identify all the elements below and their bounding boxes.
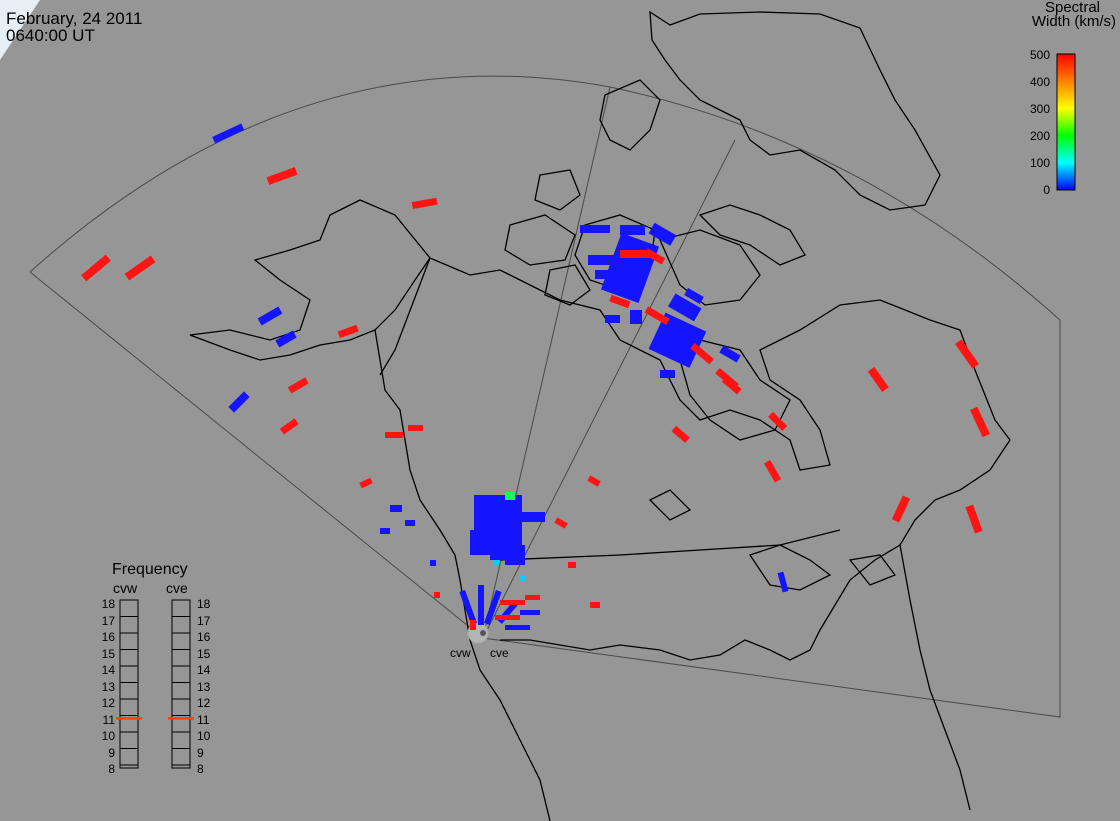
frequency-scale-label: 9 bbox=[108, 745, 115, 760]
colorbar-tick-label: 0 bbox=[1043, 183, 1050, 197]
frequency-scale-label: 13 bbox=[197, 679, 211, 694]
site-label-cve: cve bbox=[490, 646, 509, 660]
frequency-scale-label: 15 bbox=[197, 646, 211, 661]
frequency-scale-label: 11 bbox=[102, 712, 115, 727]
frequency-scale-label: 10 bbox=[197, 729, 211, 743]
frequency-panel-graphics bbox=[116, 599, 194, 769]
frequency-scale-label: 10 bbox=[101, 729, 115, 743]
site-label-cvw: cvw bbox=[450, 646, 471, 660]
corner-patch bbox=[0, 0, 40, 60]
echoes-high-width bbox=[81, 167, 990, 630]
frequency-scale-label: 17 bbox=[197, 613, 211, 628]
colorbar-tick-label: 300 bbox=[1029, 102, 1050, 116]
colorbar-tick-label: 500 bbox=[1029, 48, 1050, 62]
frequency-scale-label: 18 bbox=[101, 597, 115, 611]
frequency-scale-label: 8 bbox=[197, 762, 204, 776]
frequency-scale-label: 11 bbox=[197, 712, 210, 727]
colorbar-tick-label: 400 bbox=[1029, 75, 1050, 89]
frequency-scale-label: 18 bbox=[197, 597, 211, 611]
colorbar bbox=[1056, 53, 1076, 191]
echoes-low-width bbox=[212, 123, 789, 630]
frequency-scale-label: 9 bbox=[197, 745, 204, 760]
fov-outline bbox=[29, 75, 1061, 718]
frequency-scale-label: 16 bbox=[101, 630, 115, 644]
frequency-scale-label: 16 bbox=[197, 630, 211, 644]
date-label: February, 24 2011 bbox=[6, 9, 143, 28]
frequency-scale-label: 15 bbox=[101, 646, 115, 661]
colorbar-tick-label: 100 bbox=[1029, 156, 1050, 170]
frequency-scale-label: 14 bbox=[101, 663, 115, 677]
colorbar-title-line2: Width (km/s) bbox=[1031, 13, 1116, 30]
cve-frequency-bar bbox=[171, 599, 191, 769]
frequency-scale-label: 13 bbox=[101, 679, 115, 694]
frequency-title: Frequency bbox=[112, 561, 188, 578]
cvw-frequency-bar bbox=[119, 599, 139, 769]
cve-radar-label: cve bbox=[166, 580, 188, 596]
colorbar-title-line1: Spectral bbox=[1044, 0, 1100, 16]
frequency-scale-label: 8 bbox=[108, 762, 115, 776]
time-label: 0640:00 UT bbox=[6, 26, 95, 45]
frequency-scale-label: 12 bbox=[197, 696, 211, 710]
frequency-scale-label: 12 bbox=[101, 696, 115, 710]
cvw-radar-label: cvw bbox=[113, 580, 138, 596]
frequency-scale-label: 14 bbox=[197, 663, 211, 677]
frequency-scale-label: 17 bbox=[101, 613, 115, 628]
coastlines bbox=[189, 10, 1011, 821]
echoes-mid-width bbox=[493, 492, 526, 581]
site-marker-cve bbox=[480, 630, 486, 636]
colorbar-tick-label: 200 bbox=[1029, 129, 1050, 143]
